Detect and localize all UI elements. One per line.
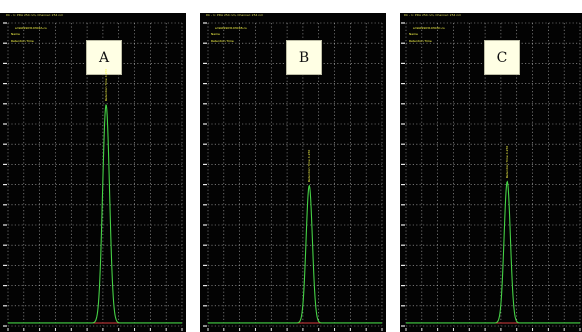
header-line: Dk - 1: PDA 254 nm, Channel: 254 nm [206,13,264,17]
panel-label-badge: B [286,40,322,75]
sample-id: smb0990310302A.cs [15,26,47,30]
retention-time-label: Retention Time [211,39,234,43]
retention-time-label: Retention Time [11,39,34,43]
chromatogram-panel-b: Dk - 1: PDA 254 nm, Channel: 254 nm smb0… [200,13,386,332]
name-label: Name [11,32,20,36]
panel-separator [386,13,400,332]
header-line: Dk - 1: PDA 254 nm, Channel: 254 nm [6,13,64,17]
name-label: Name [409,32,418,36]
chromatogram-plot [203,22,383,331]
chromatogram-panel-a: Dk - 1: PDA 254 nm, Channel: 254 nm smb0… [0,13,186,332]
panel-label-badge: C [484,40,520,75]
sample-id: smb0990310303C.cs [413,26,445,30]
chromatogram-plot [3,22,183,331]
sample-id: smb0990310301B.cs [215,26,247,30]
peak-annotation: Retention Time 4.250 [103,68,108,101]
panel-separator [186,13,200,332]
name-label: Name [211,32,220,36]
chromatogram-panel-c: Dk - 1: PDA 254 nm, Channel: 254 nm smb0… [398,13,582,332]
header-line: Dk - 1: PDA 254 nm, Channel: 254 nm [404,13,462,17]
chromatogram-plot [401,22,581,331]
panel-label-badge: A [86,40,122,75]
chromatogram-trace [8,104,182,324]
retention-time-label: Retention Time [409,39,432,43]
peak-annotation: Retention Time 4.250 [306,149,311,182]
peak-annotation: Retention Time 4.250 [504,145,509,178]
chromatogram-trace [406,180,580,324]
chromatogram-trace [208,184,382,324]
